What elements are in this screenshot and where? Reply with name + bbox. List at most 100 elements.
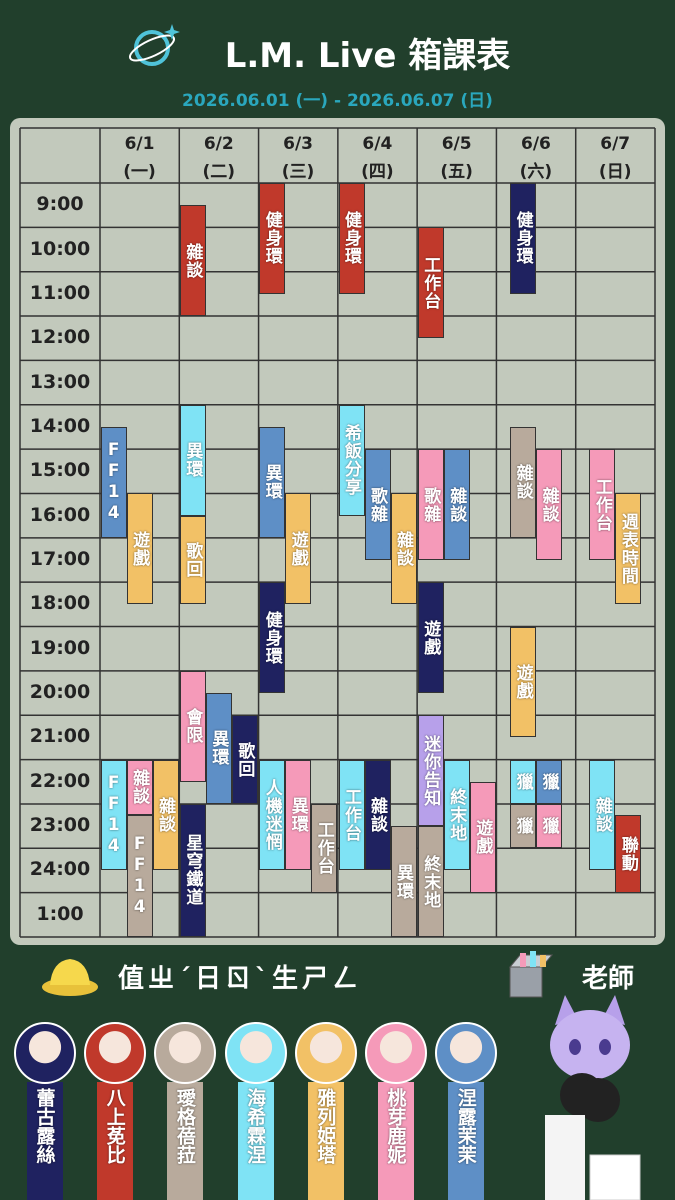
event-label: 雜談 — [367, 797, 387, 834]
day-weekday: (五) — [440, 162, 473, 182]
event-label: 歌回 — [182, 541, 203, 578]
event-label: 異環 — [393, 863, 413, 900]
streamer-avatar — [435, 1022, 498, 1084]
time-label: 24:00 — [29, 858, 91, 881]
event-label: 工作台 — [341, 788, 361, 843]
time-label: 1:00 — [36, 902, 84, 925]
event-block: 遊戲 — [510, 626, 537, 738]
streamer-banner: 蕾古露絲 — [27, 1082, 63, 1200]
event-block: 遊戲 — [417, 582, 444, 694]
day-date: 6/4 — [362, 134, 393, 154]
event-label: FF14 — [103, 440, 124, 525]
event-block: 工作台 — [589, 449, 616, 560]
event-block: 異環 — [179, 404, 206, 516]
streamer-name: 海希霖涅 — [244, 1088, 267, 1164]
event-block: 迷你告知 — [417, 715, 444, 827]
event-block: 獵 — [510, 803, 537, 849]
event-block: 雜談 — [152, 759, 179, 871]
event-block: 歌雜 — [364, 449, 391, 560]
time-label: 18:00 — [29, 592, 91, 615]
event-label: 健身環 — [512, 211, 533, 266]
streamer-name: 雅列姫塔 — [314, 1088, 337, 1164]
streamer-avatar — [224, 1022, 287, 1084]
event-label: 異環 — [208, 730, 229, 767]
event-block: 遊戲 — [469, 781, 496, 893]
time-label: 16:00 — [29, 503, 91, 526]
day-weekday: (四) — [361, 162, 394, 182]
event-label: 雜談 — [446, 486, 467, 523]
event-block: 雜談 — [589, 759, 616, 871]
event-label: 獵 — [512, 772, 533, 791]
event-block: 獵 — [536, 803, 563, 849]
time-label: 20:00 — [29, 681, 91, 704]
event-block: 工作台 — [338, 759, 365, 871]
event-label: 健身環 — [261, 211, 282, 266]
event-label: 獵 — [538, 817, 559, 836]
event-block: 歌回 — [231, 715, 258, 804]
event-label: 終末地 — [420, 854, 441, 909]
event-block: 遊戲 — [126, 493, 153, 605]
time-label: 22:00 — [29, 769, 91, 792]
streamer-avatar — [84, 1022, 147, 1084]
time-label: 14:00 — [29, 414, 91, 437]
event-label: FF14 — [129, 834, 150, 918]
day-date: 6/6 — [520, 134, 551, 154]
event-label: 遊戲 — [420, 619, 441, 656]
event-label: 雜談 — [538, 486, 559, 523]
day-date: 6/1 — [124, 134, 155, 154]
streamer-name: 桃芽鹿妮 — [384, 1088, 407, 1164]
day-weekday: (六) — [519, 162, 553, 182]
day-date: 6/2 — [203, 134, 234, 154]
event-block: 健身環 — [259, 582, 286, 694]
time-label: 12:00 — [29, 326, 91, 349]
streamer-name: 涅露茉茉 — [454, 1088, 477, 1164]
event-label: 異環 — [287, 797, 308, 834]
event-block: 健身環 — [338, 183, 365, 294]
event-block: 獵 — [536, 759, 563, 804]
event-block: 終末地 — [417, 826, 444, 937]
event-block: 獵 — [510, 759, 537, 804]
event-label: 工作台 — [420, 255, 441, 310]
streamer-name: 八上莬比 — [103, 1088, 126, 1164]
event-label: 星穹鐵道 — [182, 834, 203, 907]
day-weekday: (日) — [598, 162, 632, 182]
teacher-figure — [545, 995, 641, 1200]
event-block: 希飯分享 — [338, 404, 365, 516]
event-label: 獵 — [512, 817, 533, 836]
event-label: 異環 — [182, 442, 203, 479]
event-label: 希飯分享 — [341, 424, 361, 497]
event-label: 異環 — [261, 464, 282, 501]
event-label: 雜談 — [512, 464, 533, 501]
streamer-banner: 八上莬比 — [97, 1082, 134, 1200]
event-block: 聯動 — [615, 815, 642, 893]
event-label: 遊戲 — [287, 530, 308, 567]
time-label: 15:00 — [29, 459, 91, 482]
event-block: FF14 — [126, 815, 153, 937]
grid — [19, 127, 656, 938]
event-block: 歌雜 — [417, 449, 444, 560]
event-block: 雜談 — [179, 205, 206, 317]
event-block: 雜談 — [443, 449, 470, 560]
event-block: 雜談 — [510, 426, 537, 538]
event-block: 雜談 — [126, 759, 153, 816]
event-label: 歌回 — [234, 741, 255, 778]
streamer-avatar — [154, 1022, 217, 1084]
time-label: 19:00 — [29, 636, 91, 659]
event-block: 會限 — [179, 670, 206, 782]
day-weekday: (三) — [281, 162, 315, 182]
event-label: 獵 — [538, 772, 559, 791]
event-label: 會限 — [182, 708, 203, 745]
teacher-legend: 老師 — [582, 964, 635, 994]
event-label: 人機迷惘 — [261, 779, 282, 852]
event-block: 雜談 — [536, 449, 563, 560]
streamer-avatar — [294, 1022, 357, 1084]
decor — [42, 951, 641, 1200]
event-block: FF14 — [100, 426, 127, 538]
event-block: 人機迷惘 — [259, 759, 286, 871]
event-block: 星穹鐵道 — [179, 803, 206, 937]
event-label: 歌雜 — [420, 486, 441, 523]
event-block: 週表時間 — [615, 493, 642, 605]
time-label: 23:00 — [29, 814, 91, 837]
